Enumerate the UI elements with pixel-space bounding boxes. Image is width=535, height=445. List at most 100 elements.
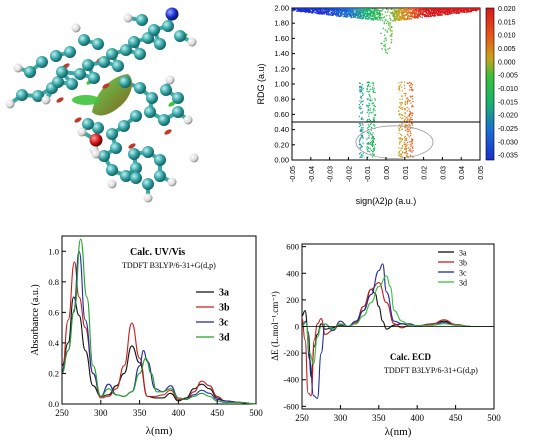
rdg-point (369, 120, 371, 122)
rdg-point (419, 11, 421, 13)
rdg-point (358, 12, 360, 14)
rdg-point (307, 8, 310, 10)
rdg-point (354, 8, 356, 10)
rdg-point (447, 8, 449, 10)
rdg-point (477, 8, 479, 11)
rdg-point (443, 8, 445, 10)
rdg-point (318, 8, 320, 10)
carbon-atom (158, 114, 170, 126)
rdg-point (377, 13, 380, 15)
rdg-point (403, 14, 405, 16)
hydrogen-atom (13, 63, 23, 73)
uv-x-tick-label: 500 (249, 408, 263, 418)
rdg-y-tick-label: 1.60 (274, 34, 289, 43)
rdg-point (438, 9, 441, 11)
rdg-point (361, 123, 363, 125)
rdg-point (352, 14, 355, 16)
rdg-point (398, 147, 400, 149)
ecd-y-tick-label: 0 (295, 322, 299, 332)
carbon-atom (174, 30, 186, 42)
rdg-point (354, 16, 356, 18)
rdg-point (400, 12, 403, 14)
rdg-point (412, 150, 414, 152)
rdg-point (372, 91, 375, 93)
rdg-point (367, 110, 369, 112)
rdg-point (359, 106, 361, 108)
rdg-point (362, 124, 364, 126)
rdg-point (418, 12, 420, 14)
rdg-point (407, 17, 409, 20)
rdg-point (368, 13, 371, 15)
rdg-point (301, 10, 303, 13)
rdg-point (464, 8, 467, 10)
rdg-point (298, 10, 300, 12)
uv-y-tick-label: 1.0 (48, 246, 59, 256)
uv-x-axis-label: λ(nm) (146, 425, 173, 437)
rdg-point (374, 110, 376, 112)
rdg-point (364, 17, 367, 19)
rdg-point (411, 98, 413, 100)
ecd-y-axis-label: ΔE (L.mol⁻¹.cm⁻¹) (270, 291, 280, 360)
rdg-point (412, 9, 414, 12)
rdg-point (402, 8, 404, 10)
rdg-point (415, 9, 417, 12)
rdg-point (439, 8, 441, 10)
rdg-point (360, 137, 362, 139)
rdg-point (400, 19, 403, 21)
rdg-point (360, 90, 362, 92)
rdg-point (439, 11, 441, 13)
rdg-point (401, 12, 404, 14)
rdg-point (446, 10, 448, 12)
rdg-point (393, 13, 395, 15)
rdg-point (411, 106, 413, 108)
rdg-point (308, 9, 310, 11)
uv-legend-label: 3b (219, 303, 230, 314)
rdg-point (465, 8, 468, 10)
rdg-point (400, 155, 403, 157)
rdg-point (410, 84, 412, 86)
rdg-point (440, 13, 442, 16)
ecd-legend-label: 3b (459, 259, 467, 268)
rdg-point (362, 136, 364, 138)
rdg-point (359, 123, 362, 125)
rdg-point (360, 129, 363, 131)
rdg-point (459, 8, 461, 10)
rdg-point (438, 14, 440, 16)
rdg-point (400, 156, 402, 158)
rdg-point (438, 12, 440, 15)
rdg-point (433, 8, 435, 10)
rdg-point (398, 19, 400, 21)
rdg-point (373, 82, 375, 84)
rdg-point (345, 16, 347, 18)
rdg-point (372, 118, 375, 121)
nitrogen-atom (165, 7, 179, 21)
rdg-point (442, 9, 444, 11)
rdg-point (439, 14, 441, 16)
rdg-point (298, 9, 300, 11)
rdg-point (359, 14, 362, 16)
rdg-point (359, 156, 361, 158)
rdg-point (421, 8, 424, 10)
rdg-point (364, 9, 366, 11)
rdg-y-tick-label: 1.40 (274, 49, 289, 58)
rdg-point (408, 115, 411, 117)
rdg-point (407, 130, 409, 133)
hydrogen-atom (123, 13, 133, 23)
rdg-point (400, 113, 402, 115)
rdg-point (408, 18, 410, 20)
rdg-point (406, 12, 408, 15)
rdg-point (390, 38, 393, 41)
rdg-point (353, 8, 355, 10)
rdg-point (379, 14, 382, 17)
rdg-point (376, 18, 378, 20)
molecule-panel (0, 0, 250, 215)
rdg-point (349, 11, 351, 13)
carbon-atom (154, 38, 166, 50)
rdg-point (362, 128, 364, 130)
rdg-point (463, 8, 465, 10)
rdg-point (369, 88, 372, 91)
carbon-atom (82, 118, 94, 130)
rdg-point (387, 48, 389, 50)
ecd-y-tick-label: 400 (286, 268, 299, 278)
rdg-point (404, 118, 406, 120)
